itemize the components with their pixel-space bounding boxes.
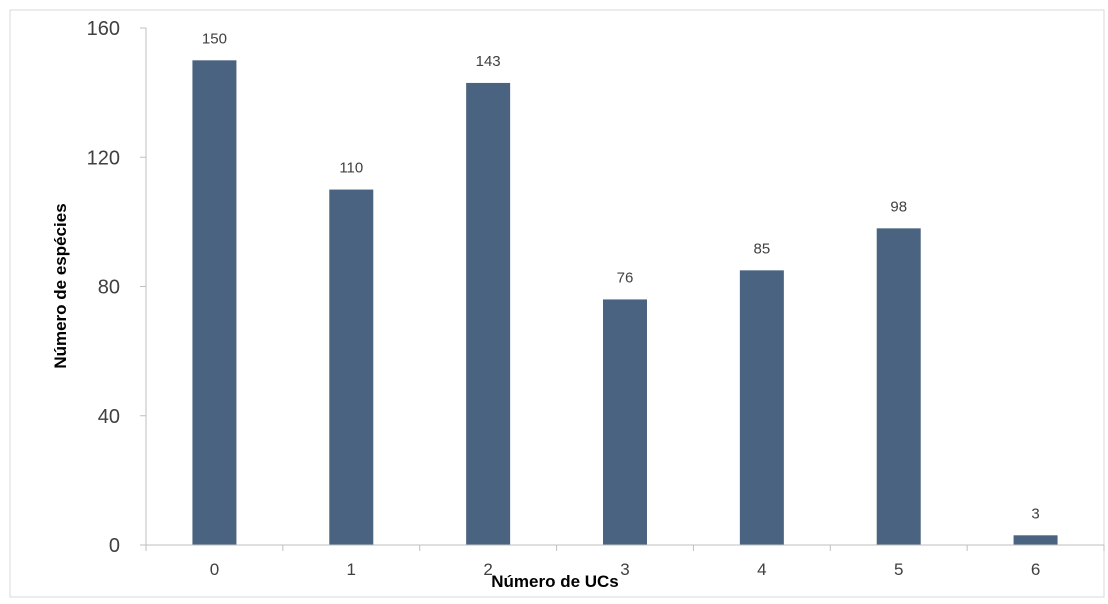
x-tick-label-5: 5 — [894, 560, 903, 579]
y-tick-label: 0 — [109, 535, 120, 557]
bar-5 — [876, 228, 921, 545]
bar-1 — [329, 189, 374, 545]
data-label-5: 98 — [890, 198, 907, 215]
x-tick-label-1: 1 — [347, 560, 356, 579]
bar-3 — [603, 299, 647, 545]
y-tick-label: 160 — [87, 18, 120, 40]
x-tick-label-4: 4 — [757, 560, 766, 579]
data-label-1: 110 — [339, 160, 363, 177]
x-tick-label-3: 3 — [620, 560, 629, 579]
chart-frame — [9, 9, 1105, 598]
bar-6 — [1013, 535, 1058, 545]
x-tick-label-6: 6 — [1031, 560, 1040, 579]
y-axis-title: Número de espécies — [51, 203, 70, 368]
y-axis-ticks: 0 40 80 120 160 — [87, 18, 146, 557]
x-axis-title: Número de UCs — [491, 572, 619, 591]
data-label-0: 150 — [202, 30, 227, 47]
bar-2 — [466, 82, 511, 546]
x-axis-ticks: 0 1 2 3 4 5 6 — [145, 545, 1105, 579]
x-tick-label-2: 2 — [483, 560, 492, 579]
y-tick-label: 120 — [87, 147, 120, 169]
bar-0 — [192, 60, 237, 545]
bar-4 — [739, 270, 784, 545]
data-label-2: 143 — [476, 53, 501, 70]
y-tick-label: 40 — [98, 406, 120, 428]
data-label-6: 3 — [1031, 505, 1039, 522]
data-label-3: 76 — [617, 269, 634, 286]
y-tick-label: 80 — [98, 277, 120, 299]
bars-group — [192, 60, 1058, 546]
x-tick-label-0: 0 — [210, 560, 219, 579]
data-label-4: 85 — [754, 240, 771, 257]
data-labels-group: 150 110 143 76 85 98 3 — [202, 30, 1040, 522]
